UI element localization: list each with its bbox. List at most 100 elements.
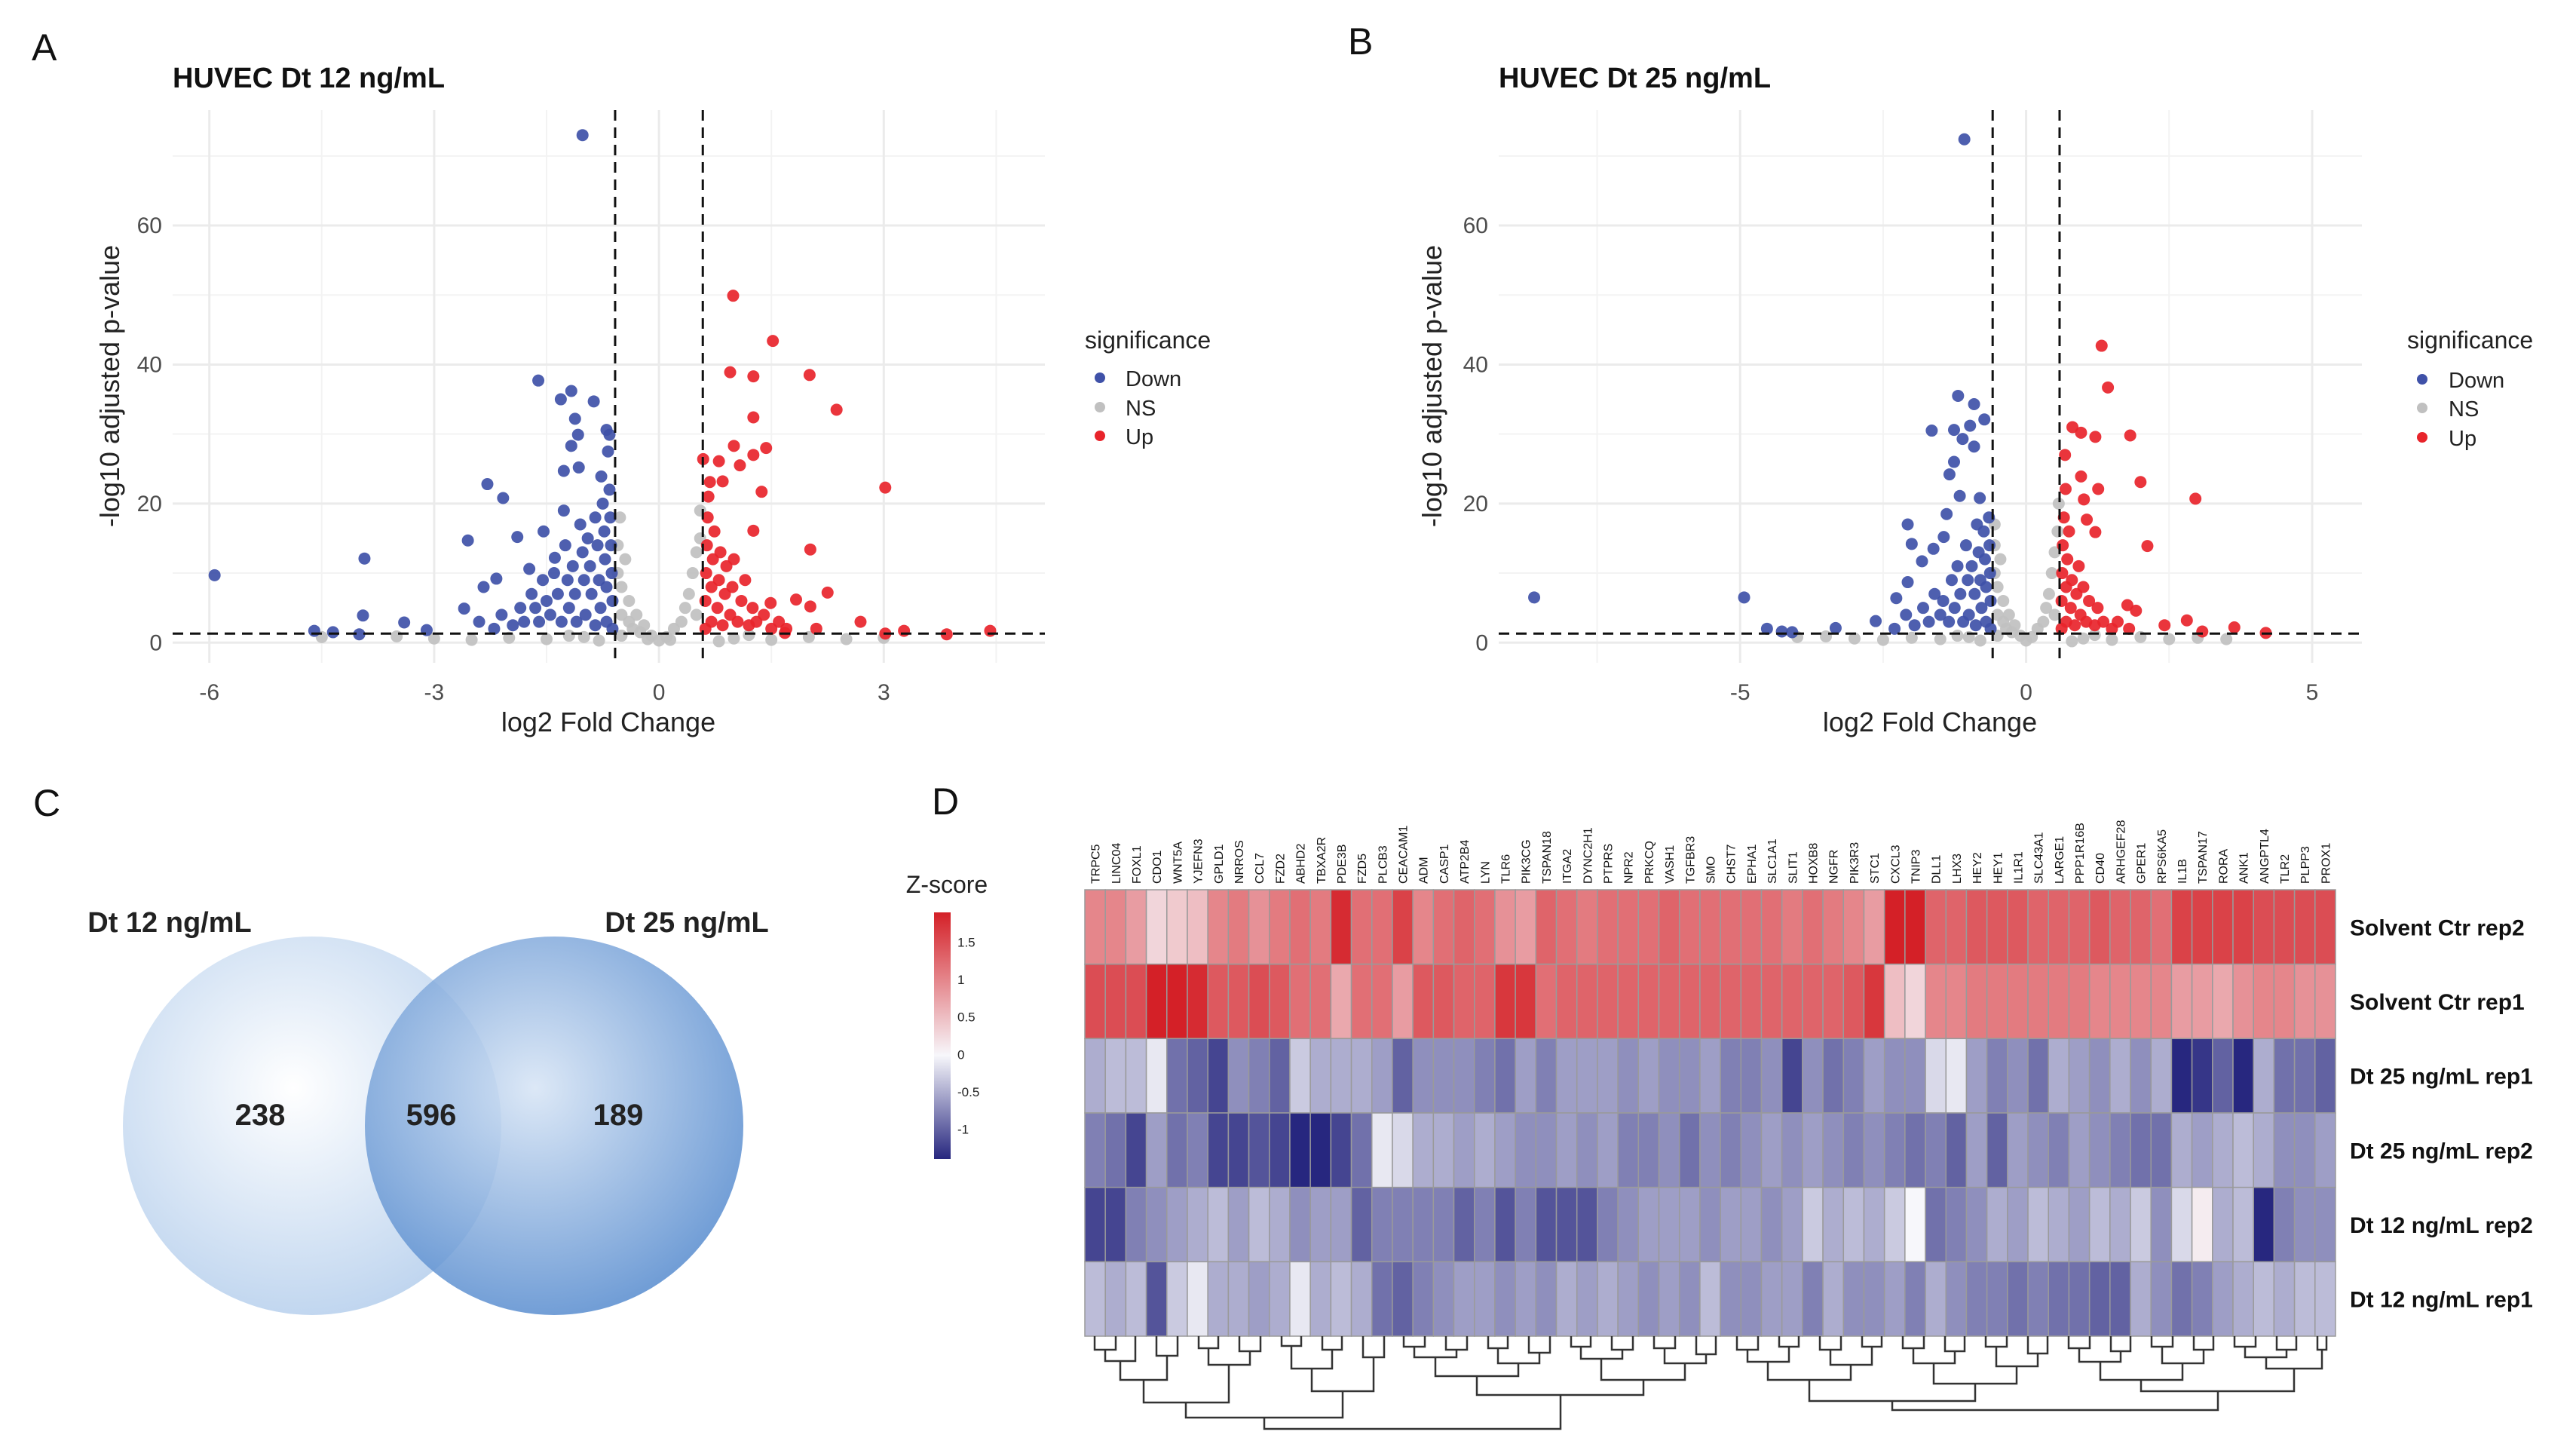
point-down xyxy=(602,445,614,458)
heatmap-cell xyxy=(2007,1038,2029,1114)
point-up xyxy=(712,455,725,468)
heatmap-cell xyxy=(1269,1112,1291,1188)
panel-label-a: A xyxy=(32,26,57,69)
heatmap-cell xyxy=(1145,1261,1168,1337)
point-up xyxy=(2081,514,2094,526)
heatmap-cell xyxy=(1863,1038,1885,1114)
heatmap-cell xyxy=(1822,1186,1845,1263)
heatmap-cell xyxy=(2273,1186,2296,1263)
heatmap-cell xyxy=(1084,1038,1106,1114)
heatmap-cell xyxy=(1473,1261,1496,1337)
point-down xyxy=(1775,625,1788,638)
heatmap-cell xyxy=(2170,1261,2193,1337)
heatmap-cell xyxy=(1535,1186,1558,1263)
heatmap-column-label: CXCL3 xyxy=(1889,845,1902,884)
heatmap-cell xyxy=(2150,1038,2173,1114)
heatmap-cell xyxy=(1432,1261,1455,1337)
point-down xyxy=(600,615,613,628)
heatmap-cell xyxy=(1658,963,1680,1040)
legend-dot-down xyxy=(2417,374,2427,385)
heatmap-column-label: STC1 xyxy=(1869,853,1882,884)
heatmap-cell xyxy=(2088,889,2111,965)
point-up xyxy=(2123,622,2136,635)
heatmap-cell xyxy=(1412,889,1435,965)
heatmap-cell xyxy=(1392,1112,1414,1188)
point-ns xyxy=(2052,497,2065,510)
x-tick-label: -5 xyxy=(1730,680,1751,705)
heatmap-cell xyxy=(1842,1186,1865,1263)
point-down xyxy=(544,609,556,621)
point-up xyxy=(2124,429,2136,442)
heatmap-cell xyxy=(1084,889,1106,965)
heatmap-cell xyxy=(1822,1038,1845,1114)
heatmap-cell xyxy=(1576,1261,1598,1337)
point-ns xyxy=(1905,631,1918,644)
heatmap-cell xyxy=(1760,1112,1783,1188)
point-up xyxy=(758,609,770,621)
point-down xyxy=(1922,615,1935,628)
point-down xyxy=(353,628,366,641)
heatmap-cell xyxy=(1432,963,1455,1040)
heatmap-cell xyxy=(1802,1112,1824,1188)
heatmap-cell xyxy=(2191,1112,2213,1188)
point-down xyxy=(1956,433,1969,446)
point-down xyxy=(1901,518,1914,531)
point-down xyxy=(488,622,501,635)
point-up xyxy=(780,622,793,635)
heatmap-cell xyxy=(1802,889,1824,965)
heatmap-cell xyxy=(1863,1112,1885,1188)
point-ns xyxy=(503,631,516,644)
heatmap-cell xyxy=(1453,889,1475,965)
heatmap-cell xyxy=(1945,1186,1968,1263)
heatmap-cell xyxy=(1412,963,1435,1040)
heatmap-cell xyxy=(1289,963,1311,1040)
x-tick-label: 0 xyxy=(653,680,666,705)
heatmap-cell xyxy=(2027,1038,2049,1114)
heatmap-cell xyxy=(2253,963,2275,1040)
point-down xyxy=(591,539,604,552)
heatmap-cell xyxy=(1269,889,1291,965)
venn-count-dt12-only: 238 xyxy=(235,1099,286,1132)
heatmap-cell xyxy=(1863,1261,1885,1337)
heatmap-cell xyxy=(1617,1261,1640,1337)
heatmap-cell xyxy=(1945,1112,1968,1188)
heatmap-colorbar: Z-score 1.5 1 0.5 0 -0.5 -1 xyxy=(906,871,988,1159)
heatmap-cell xyxy=(1760,963,1783,1040)
point-down xyxy=(604,511,617,524)
point-down xyxy=(358,552,371,565)
heatmap-cell xyxy=(2191,1186,2213,1263)
point-up xyxy=(727,290,740,302)
heatmap-cell xyxy=(1207,1261,1230,1337)
point-down xyxy=(1962,574,1974,587)
heatmap-column-label: ITGA2 xyxy=(1561,849,1574,884)
point-down xyxy=(548,551,561,564)
heatmap-cell xyxy=(1576,889,1598,965)
point-down xyxy=(555,615,568,628)
heatmap-column-label: ARHGEF28 xyxy=(2115,820,2127,884)
point-ns xyxy=(1994,553,2007,566)
heatmap-cell xyxy=(1965,963,1988,1040)
heatmap-column-label: EPHA1 xyxy=(1746,844,1759,884)
heatmap-cell xyxy=(2212,1038,2234,1114)
heatmap-cell xyxy=(1986,889,2008,965)
heatmap-cell xyxy=(1986,1038,2008,1114)
heatmap-column-label: CASP1 xyxy=(1438,844,1451,884)
heatmap-cell xyxy=(1392,889,1414,965)
point-down xyxy=(398,616,411,629)
point-down xyxy=(1957,615,1970,628)
heatmap-row-label: Dt 25 ng/mL rep1 xyxy=(2350,1065,2533,1090)
point-down xyxy=(587,395,600,408)
point-down xyxy=(1937,531,1950,544)
heatmap-cell xyxy=(2314,1186,2336,1263)
heatmap-cell xyxy=(1637,1112,1660,1188)
point-up xyxy=(2097,615,2110,628)
heatmap-cell xyxy=(1412,1112,1435,1188)
point-up xyxy=(2069,619,2081,632)
point-ns xyxy=(727,632,740,645)
heatmap-cell xyxy=(1515,1112,1537,1188)
heatmap-column-label: PIK3R3 xyxy=(1849,842,1861,884)
heatmap-cell xyxy=(1453,1112,1475,1188)
point-ns xyxy=(765,633,778,646)
heatmap-cell xyxy=(1576,963,1598,1040)
point-ns xyxy=(1934,633,1947,645)
